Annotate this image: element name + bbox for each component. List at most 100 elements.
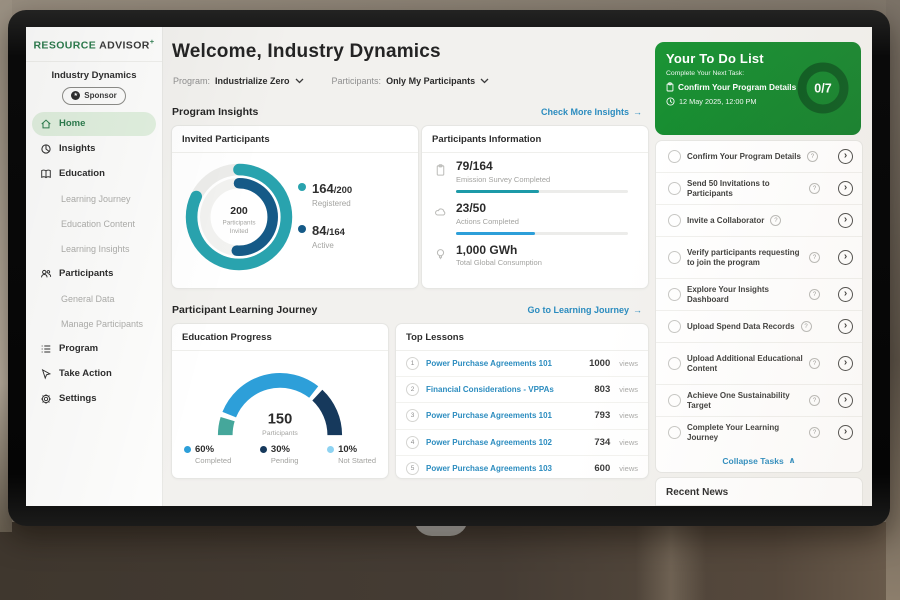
stat-total-consumption: 1,000 GWh Total Global Consumption (434, 243, 636, 267)
registered-value: 164 (312, 181, 334, 196)
sidebar-item-participants[interactable]: Participants (26, 262, 162, 286)
monitor-bezel: RESOURCE ADVISOR+ Industry Dynamics ★ Sp… (8, 10, 890, 526)
sponsor-icon: ★ (71, 91, 81, 100)
program-filter-dropdown[interactable]: Industrialize Zero (215, 76, 304, 86)
sidebar-item-home[interactable]: Home (32, 111, 156, 136)
legend-dot-teal (298, 183, 306, 191)
registered-total: /200 (333, 185, 353, 196)
task-checkbox[interactable] (668, 394, 681, 407)
todo-column: Your To Do List Complete Your Next Task:… (655, 27, 863, 506)
help-icon[interactable]: ? (809, 289, 820, 300)
logo-primary: RESOURCE (33, 39, 97, 52)
task-row: Confirm Your Program Details ? › (656, 141, 862, 173)
todo-panel: Your To Do List Complete Your Next Task:… (655, 42, 861, 135)
legend-pct: 10% (338, 444, 358, 455)
lesson-title-link[interactable]: Power Purchase Agreements 101 (426, 359, 552, 369)
sidebar-item-label: Take Action (59, 368, 112, 379)
sidebar-item-learning-journey[interactable]: Learning Journey (26, 187, 162, 211)
lesson-views-suffix: views (619, 437, 638, 447)
donut-center-value: 200 (230, 205, 248, 217)
program-insights-header: Program Insights Check More Insights → (172, 106, 648, 118)
participants-filter-dropdown[interactable]: Only My Participants (386, 76, 489, 86)
sidebar-item-label: Home (59, 118, 86, 129)
go-to-learning-journey-link[interactable]: Go to Learning Journey → (521, 304, 648, 316)
task-open-button[interactable]: › (838, 149, 853, 164)
lesson-title-link[interactable]: Financial Considerations - VPPAs (426, 385, 554, 395)
help-icon[interactable]: ? (770, 215, 782, 226)
check-more-insights-link[interactable]: Check More Insights → (535, 106, 648, 118)
sidebar-item-general-data[interactable]: General Data (26, 287, 162, 311)
sponsor-badge: ★ Sponsor (62, 86, 126, 105)
task-checkbox[interactable] (668, 150, 681, 163)
help-icon[interactable]: ? (809, 427, 820, 438)
task-open-button[interactable]: › (838, 250, 853, 265)
chevron-right-icon: › (843, 288, 848, 299)
task-open-button[interactable]: › (838, 393, 853, 408)
help-icon[interactable]: ? (809, 395, 820, 406)
participants-icon (41, 269, 52, 277)
invited-participants-donut-chart: 200 Participants Invited (185, 163, 293, 271)
help-icon[interactable]: ? (806, 151, 818, 162)
sidebar-item-manage-participants[interactable]: Manage Participants (26, 312, 162, 336)
task-checkbox[interactable] (668, 426, 681, 439)
top-lessons-card: Top Lessons 1 Power Purchase Agreements … (395, 323, 649, 479)
sidebar-item-insights[interactable]: Insights (26, 137, 162, 161)
task-open-button[interactable]: › (838, 425, 853, 440)
active-label: Active (312, 241, 334, 250)
task-checkbox[interactable] (668, 320, 681, 333)
progress-bar-emission-survey (456, 189, 628, 193)
insights-icon (41, 143, 51, 154)
participants-filter-label: Participants: (331, 76, 382, 86)
legend-item-registered: 164/200 Registered (298, 180, 352, 208)
task-checkbox[interactable] (668, 251, 681, 264)
lesson-title-link[interactable]: Power Purchase Agreements 102 (426, 437, 552, 447)
help-icon[interactable]: ? (809, 183, 820, 194)
task-checkbox[interactable] (668, 357, 681, 370)
sidebar-item-label: Education Content (61, 218, 136, 229)
help-icon[interactable]: ? (809, 252, 820, 263)
sidebar-item-education-content[interactable]: Education Content (26, 212, 162, 236)
chevron-down-icon (295, 78, 303, 84)
task-open-button[interactable]: › (838, 356, 853, 371)
card-title: Participants Information (422, 126, 648, 153)
task-checkbox[interactable] (668, 214, 681, 227)
lesson-rank: 3 (406, 409, 419, 423)
task-checkbox[interactable] (668, 288, 681, 301)
task-open-button[interactable]: › (838, 213, 853, 228)
sidebar-item-program[interactable]: Program (26, 337, 162, 361)
help-icon[interactable]: ? (809, 358, 820, 369)
donut-center-label: Invited (230, 228, 249, 235)
task-row: Verify participants requesting to join t… (656, 237, 862, 279)
filter-bar: Program: Industrialize Zero Participants… (173, 76, 489, 86)
sidebar-item-settings[interactable]: Settings (26, 387, 162, 411)
progress-bar-actions (456, 231, 628, 235)
task-open-button[interactable]: › (838, 319, 853, 334)
sidebar-item-label: Participants (59, 268, 114, 279)
lesson-views: 600 (594, 462, 611, 474)
task-open-button[interactable]: › (838, 287, 853, 302)
lesson-title-link[interactable]: Power Purchase Agreements 103 (426, 463, 552, 473)
sidebar-item-label: Program (59, 343, 99, 354)
lesson-row: 2 Financial Considerations - VPPAs 803 v… (396, 377, 648, 404)
sidebar-item-take-action[interactable]: Take Action (26, 362, 162, 386)
chevron-right-icon: › (843, 150, 848, 161)
task-label: Achieve One Sustainability Target (687, 390, 790, 410)
sidebar-item-learning-insights[interactable]: Learning Insights (26, 237, 162, 261)
sidebar-item-label: Learning Insights (61, 243, 130, 254)
task-checkbox[interactable] (668, 182, 681, 195)
collapse-tasks-link[interactable]: Collapse Tasks ∧ (656, 448, 862, 472)
lesson-title-link[interactable]: Power Purchase Agreements 101 (426, 411, 552, 421)
lesson-views-suffix: views (619, 411, 638, 421)
help-icon[interactable]: ? (800, 321, 812, 332)
learning-journey-header: Participant Learning Journey Go to Learn… (172, 304, 648, 316)
sidebar-item-education[interactable]: Education (26, 162, 162, 186)
stat-actions-completed: 23/50 Actions Completed (434, 201, 636, 235)
task-label: Upload Spend Data Records (687, 321, 795, 331)
lesson-views-suffix: views (619, 385, 638, 395)
education-progress-card: Education Progress 150 Participants 60% (171, 323, 389, 479)
chevron-up-icon: ∧ (788, 455, 796, 465)
todo-next-task-label: Confirm Your Program Details (678, 82, 797, 92)
task-open-button[interactable]: › (838, 181, 853, 196)
clipboard-icon (666, 82, 674, 92)
legend-item-not-started: 10% Not Started (327, 444, 376, 465)
